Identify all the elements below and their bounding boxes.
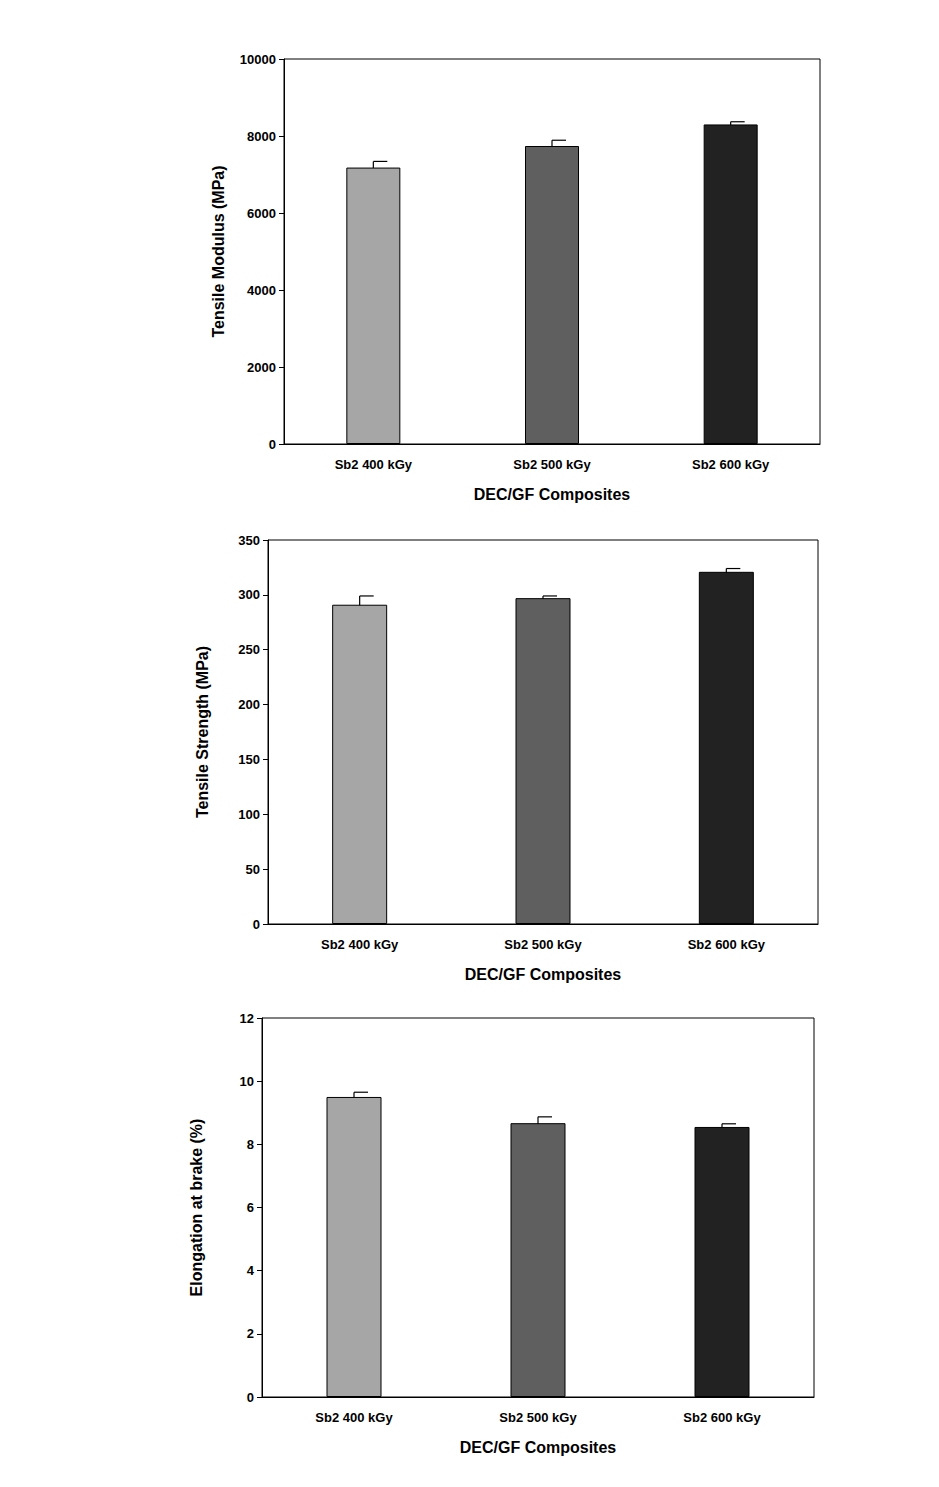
svg-text:0: 0 <box>247 1390 254 1405</box>
svg-text:Sb2 500 kGy: Sb2 500 kGy <box>499 1410 577 1425</box>
svg-text:250: 250 <box>238 642 260 657</box>
svg-text:Tensile Modulus (MPa): Tensile Modulus (MPa) <box>210 165 227 337</box>
svg-text:8000: 8000 <box>247 129 276 144</box>
svg-text:Sb2 600 kGy: Sb2 600 kGy <box>688 937 766 952</box>
svg-text:6: 6 <box>247 1200 254 1215</box>
svg-text:10000: 10000 <box>240 52 276 67</box>
svg-text:Sb2 400 kGy: Sb2 400 kGy <box>321 937 399 952</box>
svg-text:Tensile Strength (MPa): Tensile Strength (MPa) <box>194 646 211 818</box>
svg-text:Sb2 400 kGy: Sb2 400 kGy <box>335 457 413 472</box>
svg-text:50: 50 <box>246 862 260 877</box>
svg-text:Elongation at brake (%): Elongation at brake (%) <box>188 1119 205 1297</box>
svg-text:12: 12 <box>240 1011 254 1026</box>
svg-text:Sb2 500 kGy: Sb2 500 kGy <box>504 937 582 952</box>
svg-text:DEC/GF Composites: DEC/GF Composites <box>474 486 631 503</box>
svg-text:DEC/GF Composites: DEC/GF Composites <box>460 1439 617 1456</box>
svg-text:350: 350 <box>238 533 260 548</box>
svg-text:Sb2 600 kGy: Sb2 600 kGy <box>683 1410 761 1425</box>
svg-text:8: 8 <box>247 1137 254 1152</box>
svg-text:Sb2 400 kGy: Sb2 400 kGy <box>315 1410 393 1425</box>
svg-text:2: 2 <box>247 1326 254 1341</box>
svg-text:Sb2 600 kGy: Sb2 600 kGy <box>692 457 770 472</box>
svg-text:200: 200 <box>238 697 260 712</box>
svg-text:6000: 6000 <box>247 206 276 221</box>
svg-text:150: 150 <box>238 752 260 767</box>
svg-text:4: 4 <box>247 1263 255 1278</box>
svg-text:10: 10 <box>240 1074 254 1089</box>
svg-text:0: 0 <box>253 917 260 932</box>
svg-text:Sb2 500 kGy: Sb2 500 kGy <box>513 457 591 472</box>
svg-text:DEC/GF Composites: DEC/GF Composites <box>465 966 622 983</box>
svg-text:300: 300 <box>238 587 260 602</box>
svg-text:2000: 2000 <box>247 360 276 375</box>
svg-text:100: 100 <box>238 807 260 822</box>
svg-text:0: 0 <box>269 437 276 452</box>
svg-text:4000: 4000 <box>247 283 276 298</box>
